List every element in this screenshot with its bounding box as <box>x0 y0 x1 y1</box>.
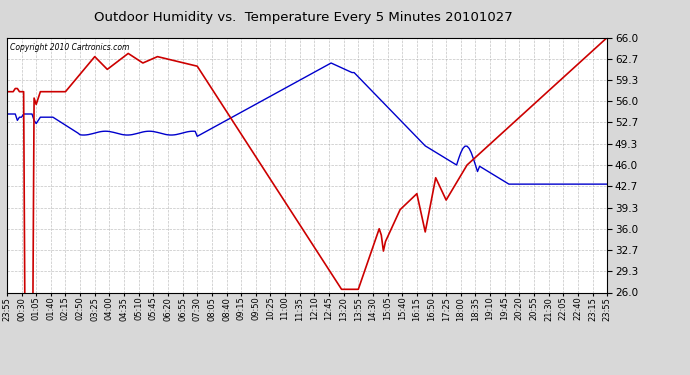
Text: Outdoor Humidity vs.  Temperature Every 5 Minutes 20101027: Outdoor Humidity vs. Temperature Every 5… <box>95 11 513 24</box>
Text: Copyright 2010 Cartronics.com: Copyright 2010 Cartronics.com <box>10 43 129 52</box>
